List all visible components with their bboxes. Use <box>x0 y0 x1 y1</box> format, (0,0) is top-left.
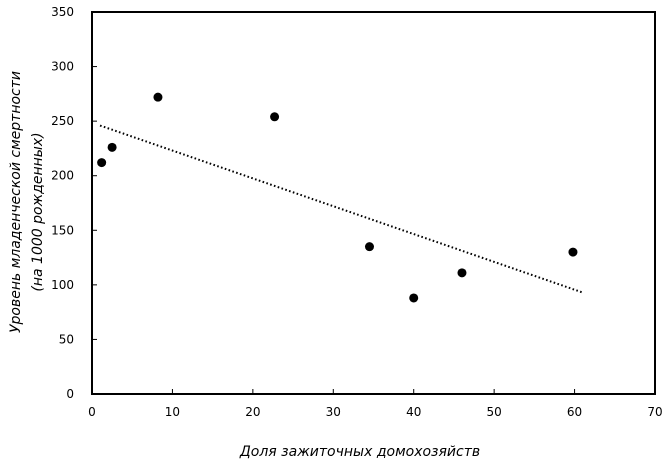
x-tick-label: 0 <box>88 405 96 419</box>
x-tick-label: 30 <box>326 405 341 419</box>
data-point <box>457 268 467 278</box>
y-tick-label: 0 <box>66 387 74 401</box>
y-tick-label: 100 <box>51 278 74 292</box>
x-tick-label: 50 <box>487 405 502 419</box>
x-axis-title: Доля зажиточных домохозяйств <box>239 444 480 460</box>
y-tick-label: 250 <box>51 114 74 128</box>
y-tick-label: 350 <box>51 5 74 19</box>
data-point <box>97 158 107 168</box>
trendline <box>99 124 583 294</box>
y-tick-label: 300 <box>51 60 74 74</box>
x-axis-ticks: 0 10 20 30 40 50 60 70 <box>88 389 662 419</box>
x-tick-label: 60 <box>567 405 582 419</box>
y-axis-title-line2: (на 1000 рожденных) <box>30 132 46 291</box>
data-point <box>107 142 117 152</box>
data-point <box>153 92 163 102</box>
plot-frame <box>91 11 656 395</box>
data-points <box>97 92 578 303</box>
x-tick-label: 40 <box>406 405 421 419</box>
y-tick-label: 150 <box>51 223 74 237</box>
x-tick-label: 20 <box>245 405 260 419</box>
y-axis-title-line1: Уровень младенческой смертности <box>8 71 24 333</box>
y-tick-label: 200 <box>51 169 74 183</box>
x-tick-label: 70 <box>647 405 662 419</box>
data-point <box>270 112 280 122</box>
x-tick-label: 10 <box>165 405 180 419</box>
data-point <box>364 242 374 252</box>
y-tick-label: 50 <box>59 332 74 346</box>
y-axis-ticks: 0 50 100 150 200 250 300 350 <box>51 5 97 401</box>
data-point <box>409 293 419 303</box>
data-point <box>568 247 578 257</box>
